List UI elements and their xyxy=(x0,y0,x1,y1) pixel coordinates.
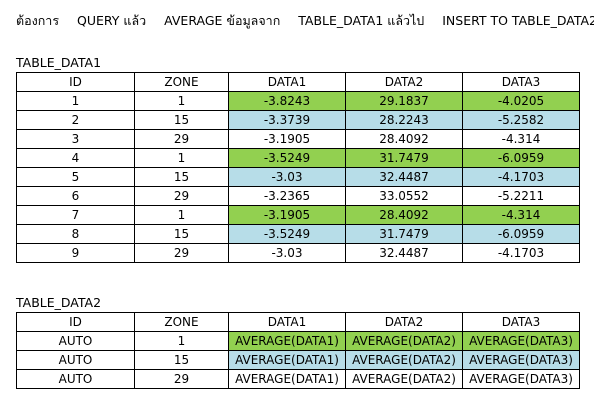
cell-id: 6 xyxy=(16,186,135,206)
table-row: 5 15 -3.03 32.4487 -4.1703 xyxy=(16,167,580,187)
cell-data3: -4.0205 xyxy=(462,91,580,111)
table-row: 8 15 -3.5249 31.7479 -6.0959 xyxy=(16,224,580,244)
header-cell-data1: DATA1 xyxy=(228,72,346,92)
heading-word: INSERT TO TABLE_DATA2 xyxy=(442,13,594,28)
cell-data3: AVERAGE(DATA3) xyxy=(462,331,580,351)
table-row: 1 1 -3.8243 29.1837 -4.0205 xyxy=(16,91,580,111)
cell-id: 1 xyxy=(16,91,135,111)
cell-id: 7 xyxy=(16,205,135,225)
instruction-heading: ต้องการ QUERY แล้ว AVERAGE ข้อมูลจาก TAB… xyxy=(16,11,594,31)
cell-data1: -3.3739 xyxy=(228,110,346,130)
cell-zone: 15 xyxy=(134,350,229,370)
cell-data1: AVERAGE(DATA1) xyxy=(228,331,346,351)
cell-data2: AVERAGE(DATA2) xyxy=(345,369,463,389)
table-data1-label: TABLE_DATA1 xyxy=(16,55,102,70)
cell-id: 8 xyxy=(16,224,135,244)
cell-zone: 29 xyxy=(134,369,229,389)
cell-data1: -3.03 xyxy=(228,167,346,187)
cell-data3: AVERAGE(DATA3) xyxy=(462,350,580,370)
cell-data1: -3.03 xyxy=(228,243,346,263)
cell-zone: 29 xyxy=(134,129,229,149)
cell-data2: 31.7479 xyxy=(345,224,463,244)
table-row: 4 1 -3.5249 31.7479 -6.0959 xyxy=(16,148,580,168)
table-row: 2 15 -3.3739 28.2243 -5.2582 xyxy=(16,110,580,130)
cell-id: 3 xyxy=(16,129,135,149)
cell-data1: -3.1905 xyxy=(228,205,346,225)
cell-id: 9 xyxy=(16,243,135,263)
cell-data2: AVERAGE(DATA2) xyxy=(345,350,463,370)
cell-data2: 31.7479 xyxy=(345,148,463,168)
cell-data1: AVERAGE(DATA1) xyxy=(228,369,346,389)
header-cell-data3: DATA3 xyxy=(462,312,580,332)
cell-data3: -4.314 xyxy=(462,205,580,225)
cell-data3: -5.2582 xyxy=(462,110,580,130)
header-row: ID ZONE DATA1 DATA2 DATA3 xyxy=(16,72,580,92)
table-row: 7 1 -3.1905 28.4092 -4.314 xyxy=(16,205,580,225)
table-row: AUTO 29 AVERAGE(DATA1) AVERAGE(DATA2) AVERAG… xyxy=(16,369,580,389)
cell-data1: -3.5249 xyxy=(228,224,346,244)
header-cell-zone: ZONE xyxy=(134,72,229,92)
header-cell-data1: DATA1 xyxy=(228,312,346,332)
table-row: 9 29 -3.03 32.4487 -4.1703 xyxy=(16,243,580,263)
cell-data2: 28.4092 xyxy=(345,129,463,149)
cell-data3: -6.0959 xyxy=(462,224,580,244)
table-row: 6 29 -3.2365 33.0552 -5.2211 xyxy=(16,186,580,206)
cell-id: AUTO xyxy=(16,369,135,389)
heading-word: ต้องการ xyxy=(16,13,60,28)
cell-data3: -6.0959 xyxy=(462,148,580,168)
cell-id: AUTO xyxy=(16,350,135,370)
table-row: AUTO 15 AVERAGE(DATA1) AVERAGE(DATA2) AVERAG… xyxy=(16,350,580,370)
heading-word: TABLE_DATA1 แล้วไป xyxy=(298,13,425,28)
cell-data3: -4.1703 xyxy=(462,167,580,187)
cell-zone: 1 xyxy=(134,148,229,168)
cell-zone: 1 xyxy=(134,205,229,225)
cell-data3: AVERAGE(DATA3) xyxy=(462,369,580,389)
cell-data1: -3.8243 xyxy=(228,91,346,111)
cell-data2: 32.4487 xyxy=(345,167,463,187)
header-cell-data3: DATA3 xyxy=(462,72,580,92)
cell-zone: 29 xyxy=(134,243,229,263)
cell-data2: 32.4487 xyxy=(345,243,463,263)
cell-id: 2 xyxy=(16,110,135,130)
cell-data2: 28.4092 xyxy=(345,205,463,225)
cell-zone: 1 xyxy=(134,331,229,351)
cell-data3: -4.1703 xyxy=(462,243,580,263)
heading-word: AVERAGE ข้อมูลจาก xyxy=(164,13,281,28)
cell-zone: 15 xyxy=(134,167,229,187)
cell-zone: 29 xyxy=(134,186,229,206)
cell-data1: -3.1905 xyxy=(228,129,346,149)
header-cell-zone: ZONE xyxy=(134,312,229,332)
table-row: 3 29 -3.1905 28.4092 -4.314 xyxy=(16,129,580,149)
cell-id: 5 xyxy=(16,167,135,187)
cell-data2: 28.2243 xyxy=(345,110,463,130)
cell-zone: 15 xyxy=(134,224,229,244)
table-data2: ID ZONE DATA1 DATA2 DATA3 AUTO 1 AVERAGE(D… xyxy=(16,312,580,389)
header-row: ID ZONE DATA1 DATA2 DATA3 xyxy=(16,312,580,332)
cell-id: 4 xyxy=(16,148,135,168)
cell-data1: -3.5249 xyxy=(228,148,346,168)
cell-data2: 29.1837 xyxy=(345,91,463,111)
cell-zone: 15 xyxy=(134,110,229,130)
cell-data3: -4.314 xyxy=(462,129,580,149)
table-data1: ID ZONE DATA1 DATA2 DATA3 1 1 -3.8243 29.18… xyxy=(16,72,580,263)
table-data2-label: TABLE_DATA2 xyxy=(16,295,102,310)
header-cell-data2: DATA2 xyxy=(345,312,463,332)
heading-word: QUERY แล้ว xyxy=(77,13,147,28)
header-cell-id: ID xyxy=(16,72,135,92)
cell-id: AUTO xyxy=(16,331,135,351)
cell-data1: -3.2365 xyxy=(228,186,346,206)
cell-data1: AVERAGE(DATA1) xyxy=(228,350,346,370)
header-cell-data2: DATA2 xyxy=(345,72,463,92)
table-row: AUTO 1 AVERAGE(DATA1) AVERAGE(DATA2) AVERAGE… xyxy=(16,331,580,351)
cell-data2: AVERAGE(DATA2) xyxy=(345,331,463,351)
cell-zone: 1 xyxy=(134,91,229,111)
cell-data3: -5.2211 xyxy=(462,186,580,206)
header-cell-id: ID xyxy=(16,312,135,332)
cell-data2: 33.0552 xyxy=(345,186,463,206)
